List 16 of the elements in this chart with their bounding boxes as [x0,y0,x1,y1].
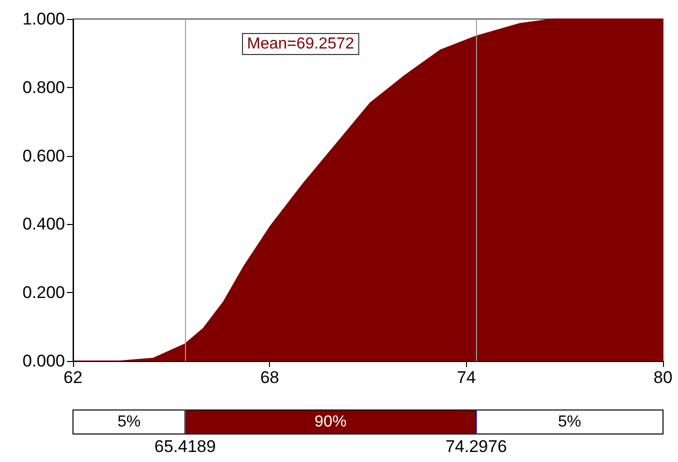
text: 65.4189 [154,437,216,456]
y-tick-label: 0.800 [22,78,65,97]
text: 90% [314,414,347,430]
text: 5% [558,414,582,430]
y-tick-label: 0.200 [22,283,65,302]
y-tick-label: 0.600 [22,146,65,166]
text: 74.2976 [445,437,507,456]
x-tick-label: 68 [260,368,280,387]
x-tick-label: 62 [64,368,82,387]
y-tick-label: 1.000 [22,10,65,28]
y-tick-label: 0.000 [22,352,65,370]
y-tick-label: 0.400 [22,214,65,234]
annotation: Mean=69.2572 [247,36,354,52]
x-tick-label: 80 [654,368,672,387]
x-tick-label: 74 [456,368,476,387]
text: 5% [117,414,141,430]
